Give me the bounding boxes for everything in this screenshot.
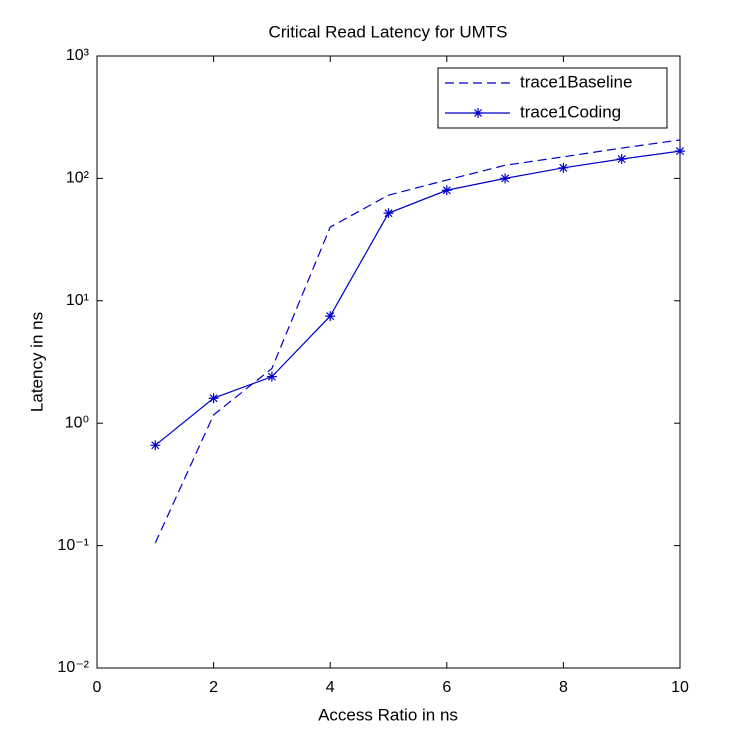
y-tick-label: 10⁻² [57, 659, 89, 676]
data-point [500, 173, 511, 184]
data-point [616, 154, 627, 165]
data-point [675, 146, 685, 157]
y-axis-label: Latency in ns [27, 312, 46, 412]
data-point [558, 162, 569, 173]
x-tick-label: 0 [93, 679, 102, 696]
data-point [266, 371, 277, 382]
series-line [154, 150, 681, 446]
data-point [441, 185, 452, 196]
plot-area [96, 55, 681, 669]
x-axis-label: Access Ratio in ns [318, 705, 458, 724]
y-tick-label: 10² [66, 170, 90, 187]
data-point [150, 440, 161, 451]
series-line [154, 139, 681, 544]
y-tick-label: 10⁻¹ [57, 537, 89, 554]
y-tick-label: 10¹ [66, 292, 89, 309]
legend-marker [473, 108, 483, 118]
y-tick-label: 10⁰ [65, 414, 89, 431]
chart-title: Critical Read Latency for UMTS [268, 22, 507, 41]
x-tick-label: 10 [671, 679, 689, 696]
legend [437, 67, 668, 129]
data-point [383, 208, 394, 219]
x-tick-label: 4 [326, 679, 335, 696]
x-tick-label: 8 [559, 679, 568, 696]
y-tick-label: 10³ [66, 47, 90, 64]
x-tick-label: 6 [442, 679, 451, 696]
data-point [208, 393, 219, 404]
x-tick-label: 2 [209, 679, 218, 696]
legend-label: trace1Coding [520, 102, 621, 121]
legend-label: trace1Baseline [520, 72, 632, 91]
data-point [325, 311, 336, 322]
